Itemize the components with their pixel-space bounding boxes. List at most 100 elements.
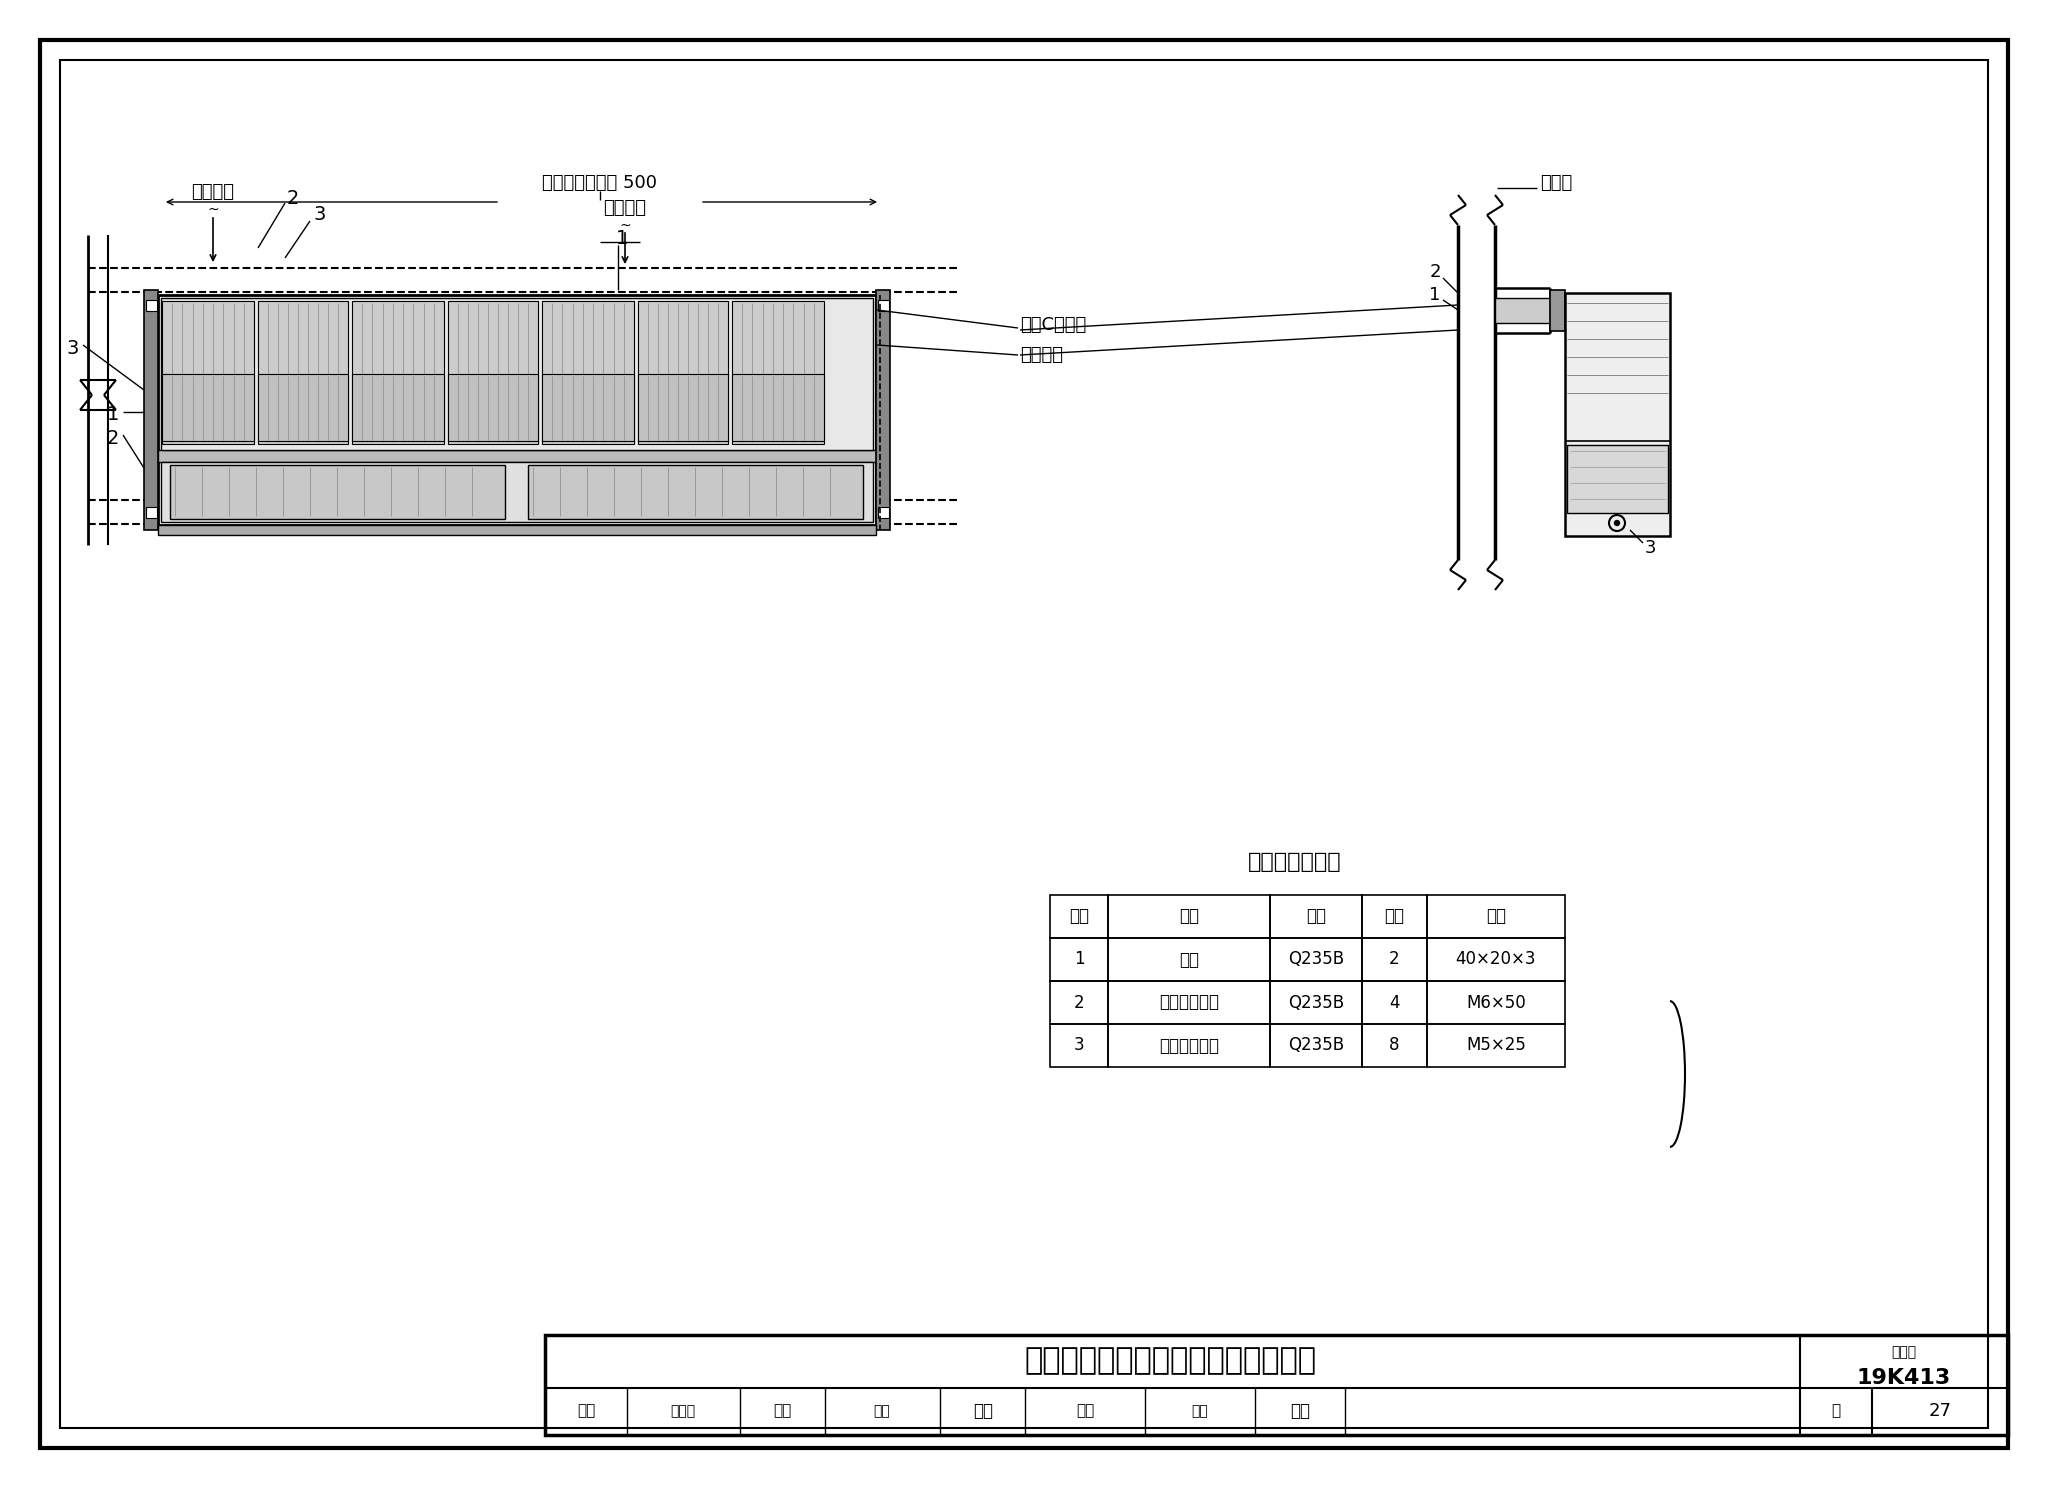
Bar [1427, 937, 1565, 981]
Bar [162, 373, 254, 440]
Circle shape [1614, 521, 1620, 525]
Text: 27: 27 [1929, 1402, 1952, 1420]
Text: ~: ~ [618, 219, 631, 234]
Text: 3: 3 [1645, 539, 1655, 557]
Bar [879, 301, 889, 311]
Text: 3: 3 [1073, 1037, 1083, 1055]
Bar [158, 525, 877, 536]
Text: 供暖供水: 供暖供水 [193, 183, 236, 201]
Bar [1051, 1024, 1108, 1067]
Bar [877, 290, 891, 530]
Text: M6×50: M6×50 [1466, 994, 1526, 1012]
Text: 1: 1 [1430, 286, 1440, 304]
Bar [145, 301, 158, 311]
Bar [1051, 894, 1108, 937]
Text: Q235B: Q235B [1288, 951, 1343, 969]
Bar [1270, 981, 1362, 1024]
Text: 六角钒尾螺丝: 六角钒尾螺丝 [1159, 1037, 1219, 1055]
Bar [543, 301, 635, 443]
Bar [170, 464, 506, 519]
Bar [1051, 981, 1108, 1024]
Bar [1270, 937, 1362, 981]
Bar [143, 290, 158, 530]
Text: 2: 2 [1073, 994, 1083, 1012]
Text: 4: 4 [1389, 994, 1399, 1012]
Bar [1362, 981, 1427, 1024]
Text: 3: 3 [313, 205, 326, 225]
Bar [1270, 894, 1362, 937]
Text: 六角钒尾螺丝: 六角钒尾螺丝 [1159, 994, 1219, 1012]
Text: 肖武: 肖武 [874, 1405, 891, 1418]
Text: 2: 2 [106, 429, 119, 448]
Text: 2: 2 [1389, 951, 1401, 969]
Bar [879, 507, 889, 518]
Bar [158, 449, 877, 461]
Bar [1362, 937, 1427, 981]
Text: 陶川: 陶川 [1192, 1405, 1208, 1418]
Text: 件号: 件号 [1069, 908, 1090, 926]
Text: 8: 8 [1389, 1037, 1399, 1055]
Bar [1565, 293, 1669, 536]
Text: 材料: 材料 [1307, 908, 1325, 926]
Text: 件数: 件数 [1384, 908, 1405, 926]
Bar [162, 461, 872, 522]
Bar [731, 301, 823, 443]
Text: 3: 3 [68, 338, 80, 357]
Text: 审核: 审核 [578, 1403, 596, 1418]
Bar [1108, 937, 1270, 981]
Text: 图集号: 图集号 [1892, 1345, 1917, 1359]
Bar [1427, 1024, 1565, 1067]
Bar [162, 301, 254, 443]
Bar [1108, 1024, 1270, 1067]
Text: Q235B: Q235B [1288, 994, 1343, 1012]
Bar [1550, 290, 1565, 330]
Text: 图川: 图川 [1290, 1402, 1311, 1420]
Text: 2: 2 [1430, 263, 1440, 281]
Bar [1362, 894, 1427, 937]
Bar [639, 301, 727, 443]
Text: 2: 2 [287, 189, 299, 207]
Bar [449, 373, 539, 440]
Bar [543, 373, 635, 440]
Bar [1362, 1024, 1427, 1067]
Bar [158, 295, 877, 525]
Text: 设计: 设计 [1075, 1403, 1094, 1418]
Text: ~: ~ [207, 202, 219, 217]
Bar [258, 301, 348, 443]
Text: 19K413: 19K413 [1858, 1367, 1952, 1388]
Text: 页: 页 [1831, 1403, 1841, 1418]
Text: 方管: 方管 [1180, 951, 1198, 969]
Bar [258, 373, 348, 440]
Bar [731, 373, 823, 440]
Text: M5×25: M5×25 [1466, 1037, 1526, 1055]
Text: 1: 1 [616, 229, 629, 247]
Text: 彩钓板: 彩钓板 [1540, 174, 1573, 192]
Text: Q235B: Q235B [1288, 1037, 1343, 1055]
Text: 规格: 规格 [1487, 908, 1505, 926]
Bar [1108, 981, 1270, 1024]
Bar [449, 301, 539, 443]
Bar [545, 1335, 2007, 1434]
Text: 校对: 校对 [772, 1403, 791, 1418]
Bar [1108, 894, 1270, 937]
Bar [145, 507, 158, 518]
Bar [1051, 937, 1108, 981]
Text: 两台间距不小于 500: 两台间距不小于 500 [543, 174, 657, 192]
Bar [352, 301, 444, 443]
Text: 名称: 名称 [1180, 908, 1198, 926]
Bar [1567, 445, 1667, 513]
Bar [352, 373, 444, 440]
Bar [1270, 1024, 1362, 1067]
Bar [639, 373, 727, 440]
Bar [162, 298, 872, 449]
Bar [1495, 298, 1550, 323]
Text: 张晓莉: 张晓莉 [670, 1405, 696, 1418]
Text: 结构C型檁条: 结构C型檁条 [1020, 315, 1085, 333]
Text: 1: 1 [106, 406, 119, 424]
Text: 结构预留: 结构预留 [1020, 347, 1063, 365]
Text: 1: 1 [1073, 951, 1083, 969]
Text: 安装材料规格表: 安装材料规格表 [1247, 853, 1341, 872]
Bar [1427, 894, 1565, 937]
Text: 40×20×3: 40×20×3 [1456, 951, 1536, 969]
Text: 供暖回水: 供暖回水 [604, 199, 647, 217]
